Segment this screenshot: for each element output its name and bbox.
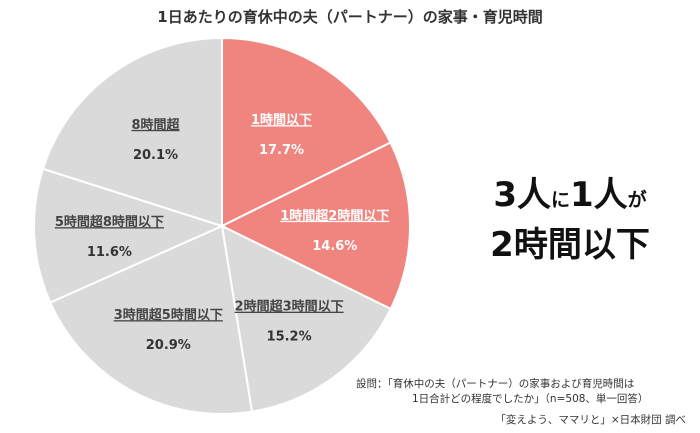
slice-label-5: 5時間超8時間以下 (55, 214, 164, 230)
slice-value-5: 11.6% (87, 245, 132, 260)
slice-label-1: 1時間以下 (251, 112, 312, 128)
survey-note-line2: 1日合計どの程度でしたか」（n=508、単一回答） (412, 393, 649, 405)
headline-part4: が (627, 189, 647, 211)
source-credit: 「変えよう、ママリと」×日本財団 調べ (495, 414, 686, 426)
headline-part2: に (550, 189, 570, 211)
slice-label-2: 1時間超2時間以下 (280, 208, 389, 224)
slice-value-1: 17.7% (259, 143, 304, 158)
headline: 3人に1人が 2時間以下 (445, 178, 695, 262)
pie-slices (33, 36, 412, 415)
pie-slice-3 (220, 224, 393, 413)
survey-note: 設問：「育休中の夫（パートナー）の家事および育児時間は 1日合計どの程度でしたか… (356, 377, 686, 407)
pie-slice-1 (221, 36, 392, 228)
slice-label-3: 2時間超3時間以下 (235, 299, 344, 315)
pie-slice-5 (33, 167, 225, 304)
pie-slice-4 (48, 224, 254, 415)
headline-part1: 3人 (493, 175, 551, 215)
pie-slice-6 (41, 36, 223, 228)
headline-line2: 2時間以下 (490, 225, 650, 265)
slice-value-2: 14.6% (312, 239, 357, 254)
survey-note-line1: 設問：「育休中の夫（パートナー）の家事および育児時間は (356, 378, 635, 390)
chart-title: 1日あたりの育休中の夫（パートナー）の家事・育児時間 (157, 8, 543, 26)
slice-value-4: 20.9% (146, 338, 191, 353)
slice-value-6: 20.1% (133, 148, 178, 163)
headline-part3: 1人 (570, 175, 628, 215)
slice-label-4: 3時間超5時間以下 (114, 307, 223, 323)
pie-labels: 1時間以下 17.7% 1時間超2時間以下 14.6% 2時間超3時間以下 15.2% 3時… (55, 112, 389, 353)
pie-slice-2 (219, 141, 412, 311)
slice-value-3: 15.2% (267, 330, 312, 345)
slice-label-6: 8時間超 (131, 117, 180, 133)
